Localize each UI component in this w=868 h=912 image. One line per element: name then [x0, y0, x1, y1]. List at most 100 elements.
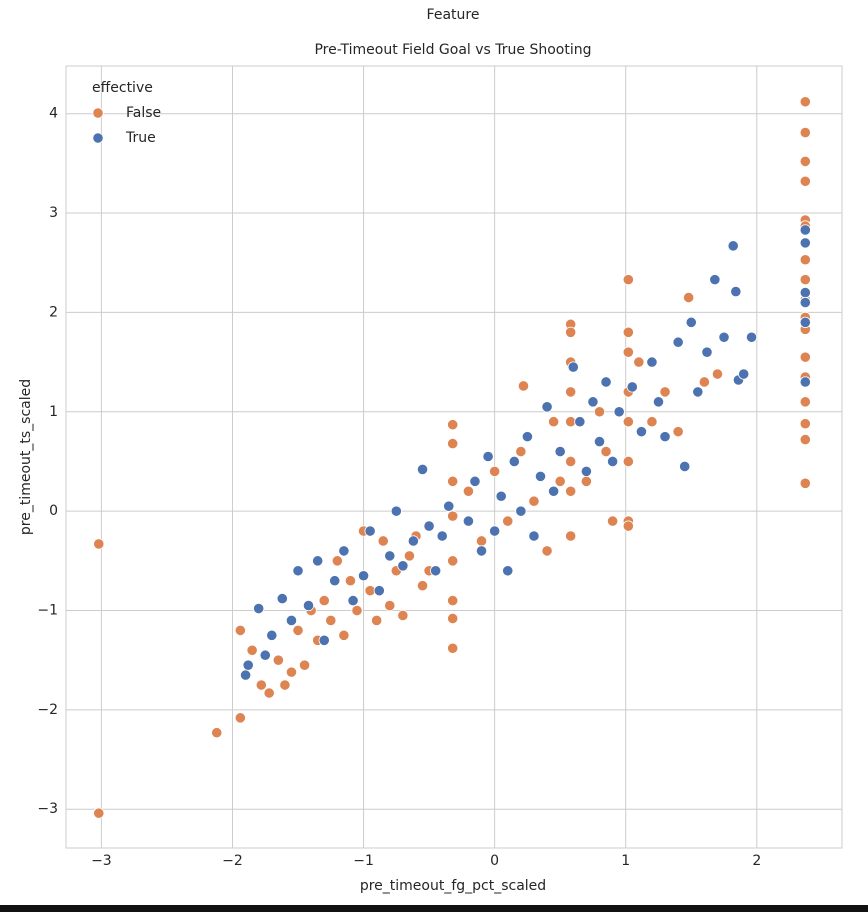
- point: [292, 565, 304, 577]
- point: [565, 326, 577, 338]
- point: [709, 274, 721, 286]
- point: [338, 629, 350, 641]
- y-tick-label: −3: [37, 801, 58, 817]
- point: [799, 237, 811, 249]
- point: [318, 594, 330, 607]
- point: [698, 376, 710, 388]
- point: [692, 386, 704, 398]
- series: [239, 224, 811, 681]
- point: [447, 437, 459, 450]
- point: [462, 515, 475, 527]
- point: [443, 500, 455, 512]
- point: [447, 419, 459, 431]
- point: [447, 612, 459, 625]
- point: [718, 331, 730, 343]
- point: [272, 654, 284, 666]
- point: [679, 460, 691, 473]
- x-tick-label: 2: [752, 853, 761, 869]
- point: [447, 594, 459, 607]
- point: [502, 565, 514, 577]
- legend-marker: [92, 107, 104, 119]
- point: [312, 555, 324, 567]
- point: [430, 565, 442, 577]
- point: [416, 463, 429, 476]
- point: [799, 175, 811, 187]
- legend-marker: [92, 132, 104, 144]
- x-axis-label: pre_timeout_fg_pct_scaled: [360, 878, 546, 894]
- point: [799, 434, 811, 446]
- point: [652, 396, 665, 408]
- point: [672, 336, 684, 348]
- point: [377, 535, 389, 547]
- point: [799, 274, 811, 286]
- point: [93, 538, 105, 550]
- point: [482, 450, 494, 463]
- point: [253, 602, 265, 615]
- point: [799, 126, 811, 139]
- point: [384, 550, 396, 562]
- point: [211, 727, 223, 739]
- point: [799, 418, 811, 430]
- point: [255, 679, 267, 691]
- point: [489, 465, 501, 478]
- point: [799, 351, 811, 363]
- point: [528, 495, 540, 507]
- legend-title: effective: [92, 80, 153, 96]
- point: [607, 455, 619, 468]
- point: [475, 545, 488, 557]
- point: [622, 326, 634, 338]
- point: [242, 659, 254, 671]
- point: [607, 515, 619, 527]
- point: [331, 555, 343, 567]
- point: [659, 386, 671, 398]
- point: [701, 346, 713, 358]
- point: [263, 687, 275, 699]
- point: [587, 396, 599, 408]
- point: [626, 381, 638, 393]
- x-tick-label: −3: [91, 853, 112, 869]
- point: [600, 376, 612, 388]
- point: [390, 505, 402, 517]
- point: [565, 386, 577, 398]
- point: [528, 530, 540, 542]
- point: [799, 96, 811, 108]
- point: [534, 470, 547, 482]
- point: [344, 575, 357, 587]
- point: [745, 331, 758, 343]
- point: [371, 614, 383, 627]
- point: [447, 475, 459, 487]
- point: [799, 155, 811, 167]
- point: [502, 515, 514, 527]
- point: [672, 426, 684, 438]
- point: [416, 580, 429, 592]
- legend-label: False: [126, 105, 161, 121]
- point: [302, 599, 315, 612]
- point: [541, 545, 553, 557]
- point: [246, 644, 258, 656]
- x-tick-label: −2: [222, 853, 243, 869]
- point: [239, 669, 252, 681]
- point: [521, 431, 534, 443]
- point: [515, 445, 527, 458]
- point: [799, 254, 811, 266]
- bottom-bar: [0, 905, 868, 912]
- point: [234, 624, 246, 636]
- suptitle: Feature: [427, 7, 480, 23]
- point: [799, 396, 811, 408]
- point: [397, 609, 409, 622]
- y-axis-label: pre_timeout_ts_scaled: [18, 379, 34, 535]
- point: [508, 455, 520, 468]
- y-tick-label: 3: [49, 205, 58, 221]
- point: [373, 585, 385, 597]
- point: [384, 599, 396, 612]
- point: [347, 594, 359, 607]
- point: [447, 555, 459, 567]
- x-tick-label: 0: [490, 853, 499, 869]
- point: [635, 426, 648, 438]
- point: [799, 286, 811, 299]
- y-tick-label: 0: [49, 503, 58, 519]
- legend-label: True: [125, 130, 156, 146]
- point: [298, 659, 311, 671]
- point: [285, 666, 298, 678]
